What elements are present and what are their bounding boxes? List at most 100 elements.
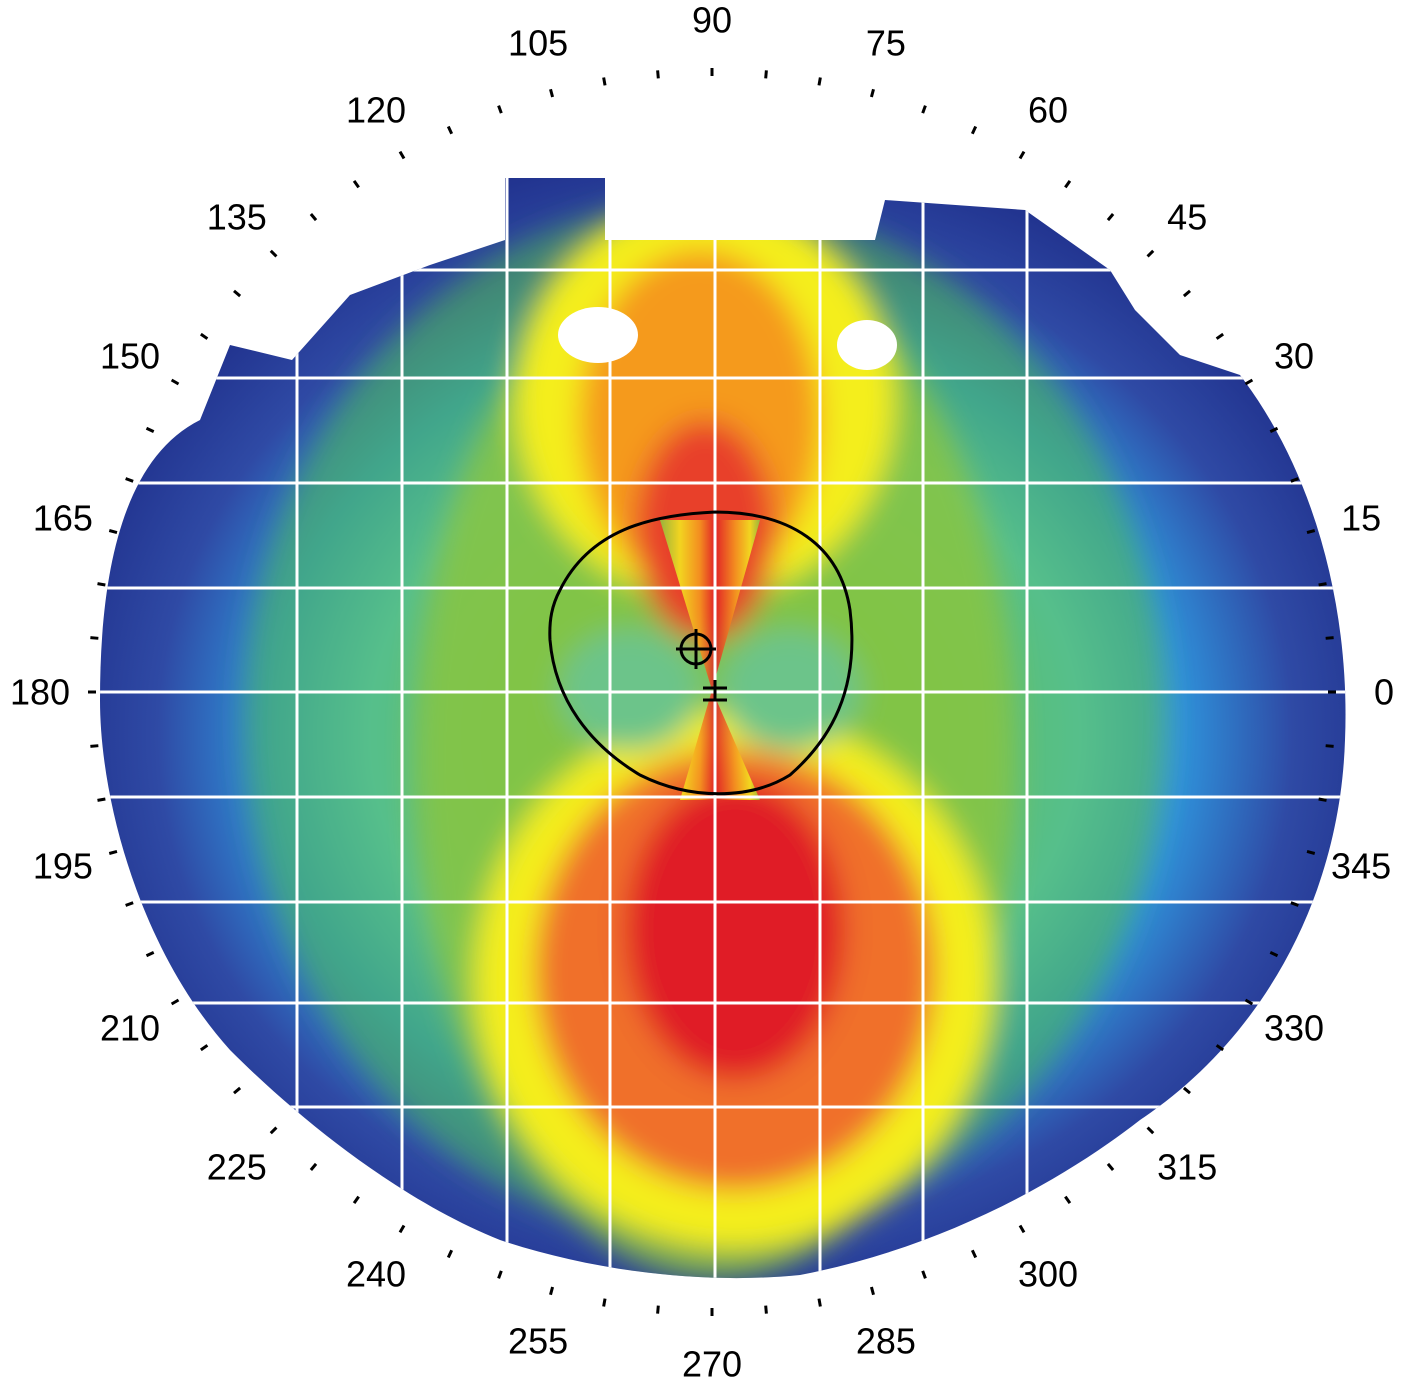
angle-tick-250 xyxy=(497,1270,503,1279)
angle-label-165: 165 xyxy=(33,498,93,539)
angle-label-255: 255 xyxy=(508,1321,568,1362)
angle-tick-215 xyxy=(199,1044,209,1052)
angle-tick-280 xyxy=(817,1298,822,1307)
angle-tick-140 xyxy=(233,289,242,298)
bowtie-center xyxy=(660,520,760,800)
angle-label-60: 60 xyxy=(1028,90,1068,131)
angle-tick-335 xyxy=(1269,950,1279,958)
angle-label-45: 45 xyxy=(1167,196,1207,237)
angle-tick-10 xyxy=(1318,582,1327,587)
angle-tick-350 xyxy=(1318,797,1327,802)
angle-label-75: 75 xyxy=(866,22,906,63)
center-markers xyxy=(548,510,854,796)
angle-tick-30 xyxy=(1244,378,1254,386)
angle-tick-190 xyxy=(97,797,106,802)
data-gap-right xyxy=(837,320,897,370)
angle-tick-200 xyxy=(125,901,134,907)
angle-tick-25 xyxy=(1269,426,1279,434)
angle-label-90: 90 xyxy=(692,0,732,41)
angle-tick-45 xyxy=(1146,249,1155,258)
angle-tick-165 xyxy=(108,529,118,535)
data-gap-left xyxy=(558,307,638,363)
angle-label-270: 270 xyxy=(682,1344,742,1385)
angle-tick-125 xyxy=(352,179,360,189)
angle-tick-300 xyxy=(1018,1224,1026,1234)
angle-tick-295 xyxy=(970,1249,978,1259)
angle-tick-60 xyxy=(1018,150,1026,160)
angle-tick-315 xyxy=(1146,1126,1155,1135)
angle-tick-160 xyxy=(125,477,134,483)
angle-tick-220 xyxy=(233,1086,242,1095)
angle-tick-135 xyxy=(269,249,278,258)
angle-label-240: 240 xyxy=(346,1254,406,1295)
center-green xyxy=(560,630,700,750)
angle-tick-355 xyxy=(1325,744,1334,748)
angle-label-180: 180 xyxy=(10,672,70,713)
angle-tick-145 xyxy=(199,332,209,340)
angle-label-150: 150 xyxy=(100,336,160,377)
angle-label-135: 135 xyxy=(207,196,267,237)
angle-tick-235 xyxy=(352,1195,360,1205)
angle-tick-330 xyxy=(1244,998,1254,1006)
angle-tick-75 xyxy=(869,88,875,98)
angle-label-285: 285 xyxy=(856,1321,916,1362)
red-zone-lower xyxy=(625,780,845,1080)
angle-label-120: 120 xyxy=(346,90,406,131)
angle-label-210: 210 xyxy=(100,1008,160,1049)
angle-tick-35 xyxy=(1215,332,1225,340)
angle-tick-255 xyxy=(549,1286,555,1296)
angle-tick-80 xyxy=(817,77,822,86)
angle-tick-120 xyxy=(398,150,406,160)
angle-tick-150 xyxy=(170,378,180,386)
angle-label-225: 225 xyxy=(207,1147,267,1188)
angle-tick-115 xyxy=(446,125,454,135)
angle-tick-155 xyxy=(145,426,155,434)
angle-tick-240 xyxy=(398,1224,406,1234)
reference-grid xyxy=(100,178,1346,1279)
angle-tick-290 xyxy=(921,1270,927,1279)
angle-tick-175 xyxy=(90,636,99,640)
angle-tick-285 xyxy=(869,1286,875,1296)
angle-labels: 0 15 30 45 60 75 90 105 120 135 150 165 180 195 210 225… xyxy=(10,0,1394,1385)
angle-tick-170 xyxy=(97,582,106,587)
angle-tick-85 xyxy=(764,70,768,79)
angle-ticks xyxy=(88,68,1336,1316)
angle-tick-130 xyxy=(309,213,318,222)
angle-tick-345 xyxy=(1306,849,1316,855)
angle-tick-305 xyxy=(1064,1195,1072,1205)
angle-tick-325 xyxy=(1215,1044,1225,1052)
angle-tick-55 xyxy=(1064,179,1072,189)
pupil-outline xyxy=(548,510,854,796)
angle-tick-40 xyxy=(1182,289,1191,298)
angle-tick-95 xyxy=(656,70,660,79)
angle-tick-265 xyxy=(656,1305,660,1314)
angle-tick-105 xyxy=(549,88,555,98)
angle-tick-50 xyxy=(1106,213,1115,222)
angle-tick-205 xyxy=(145,950,155,958)
angle-tick-210 xyxy=(170,998,180,1006)
angle-label-15: 15 xyxy=(1341,498,1381,539)
angle-tick-65 xyxy=(970,125,978,135)
angle-tick-110 xyxy=(497,105,503,114)
angle-tick-340 xyxy=(1290,901,1299,907)
cornea-color-map xyxy=(100,178,1346,1279)
angle-tick-195 xyxy=(108,849,118,855)
angle-label-345: 345 xyxy=(1331,845,1391,886)
angle-tick-20 xyxy=(1290,477,1299,483)
angle-tick-15 xyxy=(1306,529,1316,535)
angle-tick-70 xyxy=(921,105,927,114)
angle-tick-310 xyxy=(1106,1162,1115,1171)
angle-label-0: 0 xyxy=(1374,672,1394,713)
angle-tick-275 xyxy=(764,1305,768,1314)
angle-tick-260 xyxy=(602,1298,607,1307)
angle-tick-225 xyxy=(269,1126,278,1135)
center-green-right xyxy=(720,630,860,750)
angle-tick-320 xyxy=(1182,1086,1191,1095)
angle-label-315: 315 xyxy=(1157,1147,1217,1188)
angle-tick-185 xyxy=(90,744,99,748)
angle-tick-5 xyxy=(1325,636,1334,640)
angle-tick-230 xyxy=(309,1162,318,1171)
angle-tick-100 xyxy=(602,77,607,86)
angle-label-330: 330 xyxy=(1264,1008,1324,1049)
